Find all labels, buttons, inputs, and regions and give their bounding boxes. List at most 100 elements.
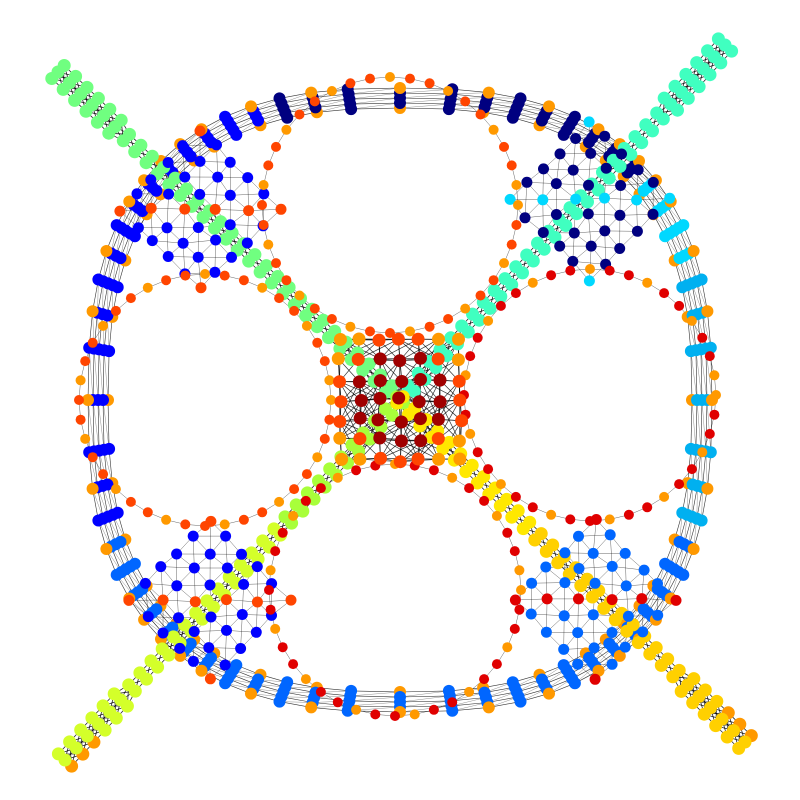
graph-edge (531, 613, 565, 617)
graph-node (511, 220, 522, 230)
graph-node (204, 548, 216, 560)
graph-edge (399, 93, 452, 99)
graph-node (300, 486, 314, 500)
graph-node (205, 611, 217, 623)
graph-node (100, 543, 113, 555)
graph-node (63, 735, 77, 749)
graph-node (505, 278, 519, 292)
graph-node (465, 428, 476, 439)
graph-edge (311, 705, 349, 708)
graph-node (709, 719, 723, 733)
graph-node (632, 164, 644, 176)
graph-node (245, 687, 257, 700)
graph-edge (399, 700, 451, 703)
graph-node (483, 315, 494, 326)
graph-node (194, 155, 206, 167)
graph-node (74, 723, 88, 737)
graph-node (319, 433, 330, 444)
graph-edge (97, 399, 105, 450)
graph-node (371, 413, 385, 427)
graph-node (659, 491, 670, 502)
graph-node (243, 205, 255, 217)
graph-node (572, 658, 584, 670)
graph-node (589, 673, 601, 685)
graph-edge (351, 102, 401, 110)
graph-node (51, 747, 65, 761)
graph-edge (695, 350, 698, 401)
graph-node (125, 293, 136, 304)
graph-node (525, 608, 537, 620)
graph-node (452, 332, 465, 346)
graph-node (187, 530, 199, 542)
graph-node (405, 326, 415, 337)
graph-edge (102, 350, 105, 401)
graph-node (134, 138, 148, 152)
graph-node (133, 666, 147, 680)
graph-node (570, 133, 582, 144)
graph-node (606, 658, 618, 670)
graph-edge (349, 92, 401, 100)
graph-node (103, 102, 117, 116)
graph-edge (102, 399, 105, 450)
graph-node (155, 561, 167, 573)
graph-node (602, 171, 616, 185)
graph-edge (563, 582, 566, 616)
graph-node (157, 627, 169, 639)
graph-edge (230, 193, 264, 196)
graph-node (200, 594, 214, 608)
graph-node (345, 321, 356, 332)
graph-node (472, 313, 486, 327)
graph-node (447, 697, 458, 708)
graph-node (414, 434, 428, 448)
graph-node (659, 288, 670, 299)
graph-edge (690, 351, 693, 401)
graph-node (335, 452, 349, 466)
graph-node (493, 499, 507, 513)
graph-node (309, 303, 320, 314)
graph-node (606, 627, 618, 638)
graph-node (245, 100, 257, 113)
graph-node (687, 543, 700, 555)
graph-node (451, 353, 465, 367)
graph-node (236, 548, 247, 560)
graph-node (495, 479, 506, 490)
graph-node (100, 245, 113, 257)
graph-node (604, 514, 615, 525)
graph-edge (524, 182, 528, 218)
graph-node (324, 375, 335, 386)
graph-node (271, 141, 281, 152)
graph-node (588, 642, 600, 654)
graph-node (270, 623, 281, 634)
graph-node (203, 642, 215, 654)
graph-node (711, 390, 721, 400)
graph-node (274, 293, 285, 304)
graph-node (613, 159, 627, 173)
graph-edge (401, 440, 439, 460)
graph-node (189, 596, 201, 608)
graph-edge (452, 707, 489, 712)
graph-node (475, 109, 486, 120)
graph-node (379, 402, 392, 416)
graph-node (86, 482, 99, 495)
graph-node (332, 472, 343, 483)
graph-edge (700, 349, 708, 401)
graph-node (704, 341, 717, 354)
graph-node (725, 44, 739, 58)
graph-node (505, 510, 519, 524)
graph-edge (92, 399, 100, 451)
graph-node (692, 80, 706, 94)
graph-edge (399, 338, 439, 362)
graph-node (674, 684, 688, 698)
graph-node (214, 215, 228, 229)
graph-node (224, 219, 236, 231)
graph-node (604, 265, 615, 276)
graph-node (319, 356, 330, 367)
graph-node (271, 258, 281, 269)
graph-node (294, 109, 305, 120)
graph-edge (399, 97, 451, 100)
graph-edge (350, 97, 401, 105)
graph-node (289, 484, 300, 495)
graph-node (506, 239, 517, 250)
graph-node (258, 180, 269, 190)
